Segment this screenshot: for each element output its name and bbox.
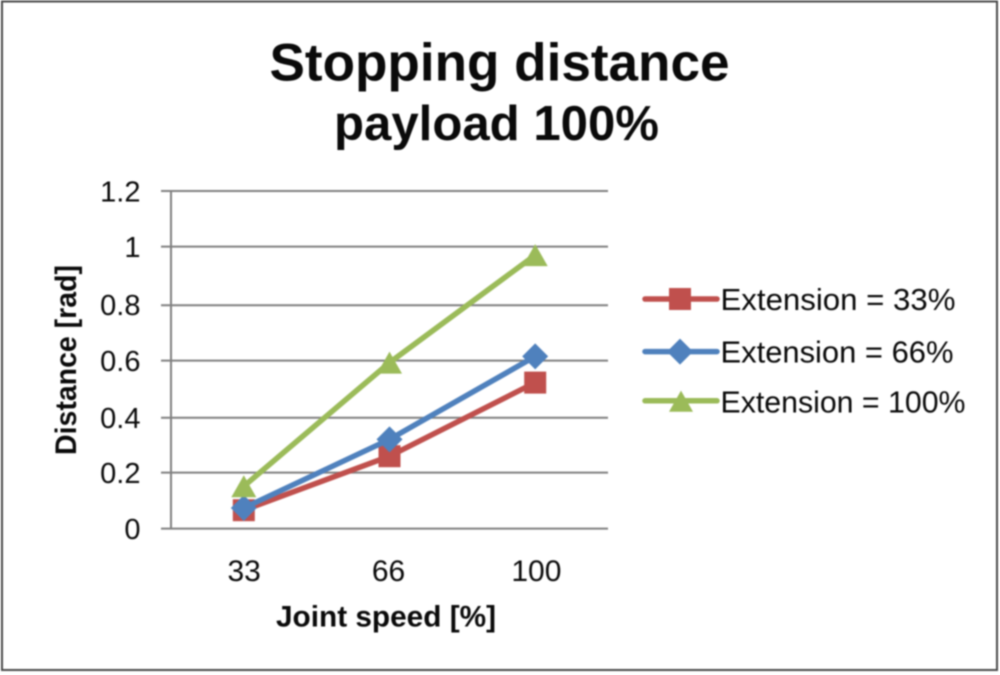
svg-text:0.4: 0.4 xyxy=(100,403,140,435)
svg-text:0.8: 0.8 xyxy=(100,290,140,322)
svg-text:100: 100 xyxy=(511,555,561,588)
svg-text:33: 33 xyxy=(228,555,261,588)
svg-text:Extension = 33%: Extension = 33% xyxy=(721,282,956,317)
svg-text:0: 0 xyxy=(124,514,140,546)
svg-text:Extension = 100%: Extension = 100% xyxy=(721,384,966,419)
svg-text:payload 100%: payload 100% xyxy=(334,97,659,151)
svg-text:0.2: 0.2 xyxy=(100,458,140,490)
svg-text:1: 1 xyxy=(124,232,140,264)
svg-text:Joint speed [%]: Joint speed [%] xyxy=(276,601,496,634)
svg-text:66: 66 xyxy=(372,555,405,588)
svg-text:1.2: 1.2 xyxy=(100,177,140,209)
svg-text:Extension = 66%: Extension = 66% xyxy=(721,335,954,370)
svg-text:Stopping distance: Stopping distance xyxy=(270,34,730,93)
svg-text:0.6: 0.6 xyxy=(100,346,140,378)
svg-text:Distance [rad]: Distance [rad] xyxy=(50,265,83,455)
